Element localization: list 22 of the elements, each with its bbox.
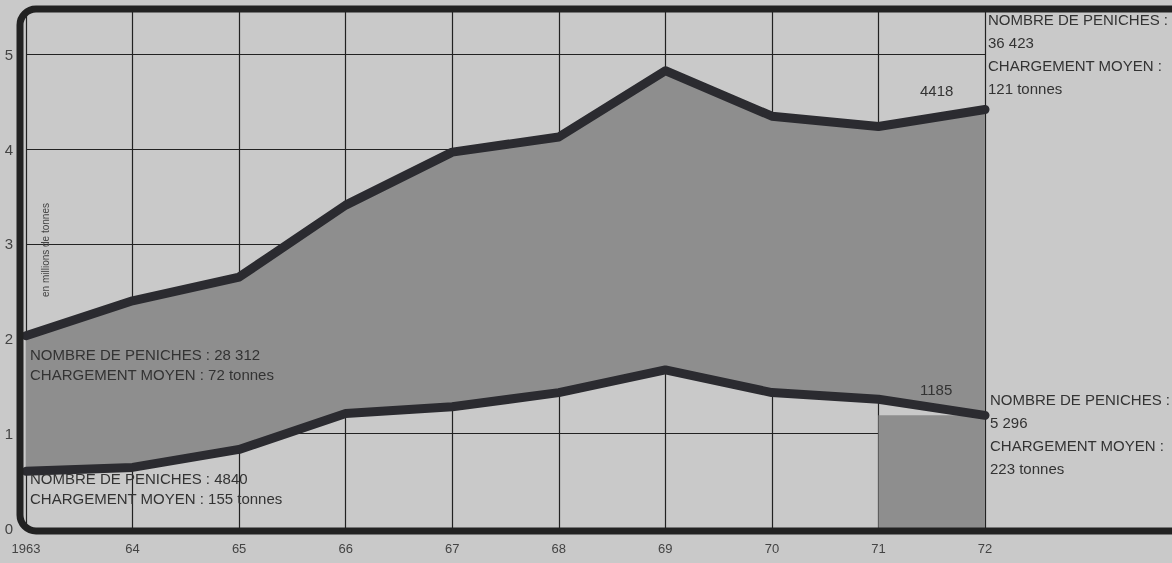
annotation: 4418: [920, 81, 954, 99]
x-tick-label: 65: [231, 541, 247, 556]
x-tick-label: 70: [764, 541, 780, 556]
x-tick-label: 1963: [11, 541, 41, 556]
x-tick-label: 71: [871, 541, 886, 556]
y-tick-label: 3: [4, 235, 13, 253]
x-tick-label: 72: [977, 541, 993, 556]
text: NOMBRE DE PENICHES : 5 296 CHARGEMENT MOYEN : 223 tonnes: [990, 391, 1171, 477]
x-tick-label: 64: [125, 541, 140, 556]
y-axis-title: en millions de tonnes: [39, 203, 51, 297]
annotation: 1185: [920, 380, 953, 398]
x-tick-label: 66: [338, 541, 353, 556]
y-tick-label: 1: [4, 424, 13, 442]
y-tick-label: 0: [4, 519, 13, 537]
x-tick-label: 68: [551, 541, 567, 556]
x-tick-label: 69: [658, 541, 673, 556]
text: NOMBRE DE PENICHES : 36 423 CHARGEMENT MOYEN : 121 tonnes: [988, 11, 1169, 97]
x-tick-label: 67: [444, 541, 460, 556]
y-tick-label: 2: [4, 330, 13, 348]
annotation: NOMBRE DE PENICHES : 28 312 CHARGEMENT MOYEN : 72 tonnes: [30, 345, 274, 383]
y-tick-label: 4: [4, 140, 13, 158]
y-tick-label: 5: [4, 46, 13, 64]
